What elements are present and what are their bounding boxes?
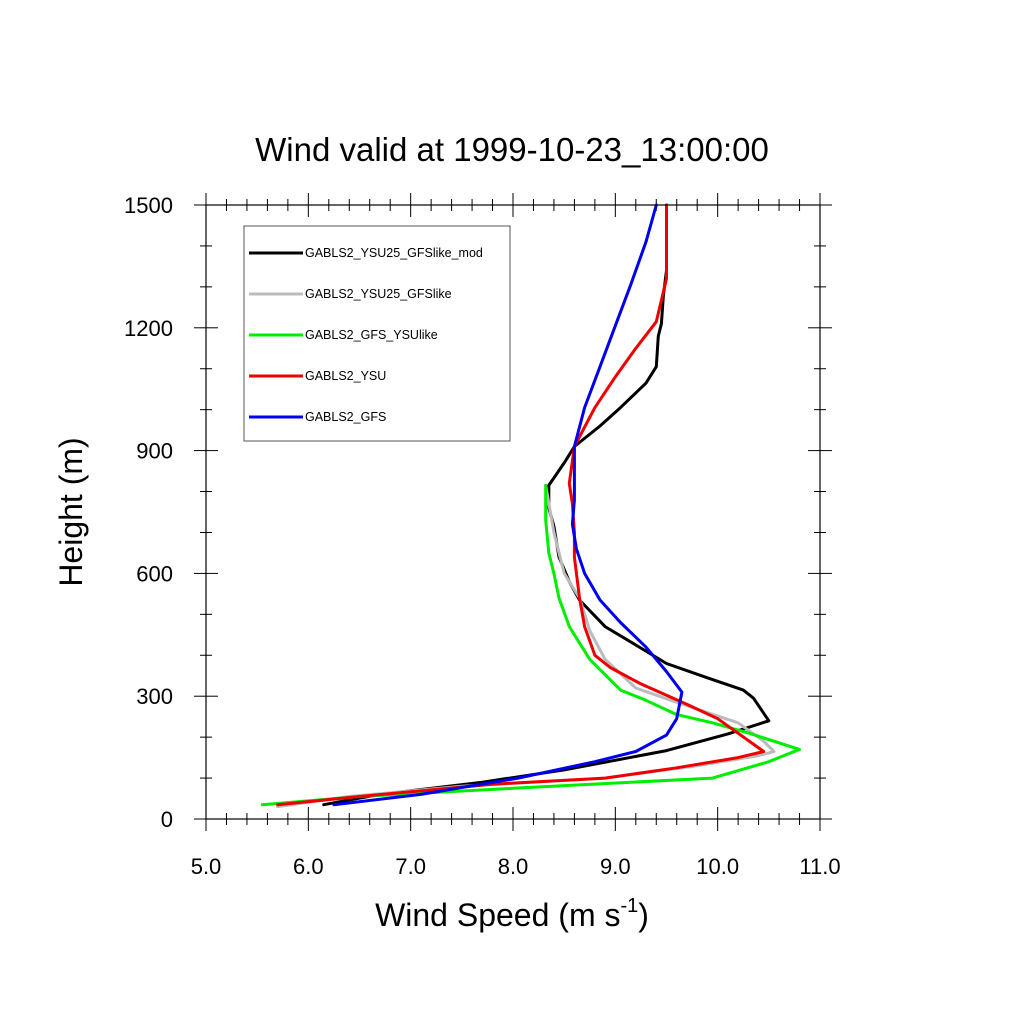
y-tick-label: 1200	[124, 316, 173, 341]
series-line-5	[332, 203, 684, 807]
x-axis-label-superscript: -1	[620, 895, 638, 917]
x-tick-label: 6.0	[293, 854, 324, 879]
x-tick-label: 5.0	[191, 854, 222, 879]
y-tick-label: 900	[136, 439, 173, 464]
series-layer	[260, 203, 801, 809]
x-tick-label: 10.0	[696, 854, 739, 879]
y-tick-label: 300	[136, 684, 173, 709]
tick-labels: 5.0 6.0 7.0 8.0 9.0 10.0 11.0 0 300 600 900 1200 150…	[124, 193, 841, 879]
y-tick-label: 1500	[124, 193, 173, 218]
legend-label: GABLS2_YSU25_GFSlike_mod	[305, 246, 483, 260]
x-tick-label: 8.0	[498, 854, 529, 879]
x-tick-label: 9.0	[600, 854, 631, 879]
series-line-2	[276, 483, 776, 809]
axis-ticks	[194, 193, 832, 831]
legend-label: GABLS2_GFS	[305, 410, 386, 424]
y-axis-label: Height (m)	[53, 437, 89, 586]
y-tick-label: 0	[161, 807, 173, 832]
y-tick-label: 600	[136, 561, 173, 586]
x-axis-label-main: Wind Speed (m s	[375, 897, 620, 933]
legend-label: GABLS2_GFS_YSUlike	[305, 328, 438, 342]
legend-label: GABLS2_YSU25_GFSlike	[305, 287, 452, 301]
legend-label: GABLS2_YSU	[305, 369, 386, 383]
x-tick-label: 11.0	[799, 854, 840, 879]
legend: GABLS2_YSU25_GFSlike_mod GABLS2_YSU25_GFS…	[243, 225, 511, 442]
series-line-4	[276, 203, 766, 807]
series-line-3	[260, 483, 801, 807]
x-axis-label-close: )	[638, 897, 649, 933]
plot-frame	[205, 204, 821, 820]
x-axis-label: Wind Speed (m s-1)	[375, 895, 649, 933]
chart-title: Wind valid at 1999-10-23_13:00:00	[255, 131, 769, 168]
x-tick-label: 7.0	[395, 854, 426, 879]
